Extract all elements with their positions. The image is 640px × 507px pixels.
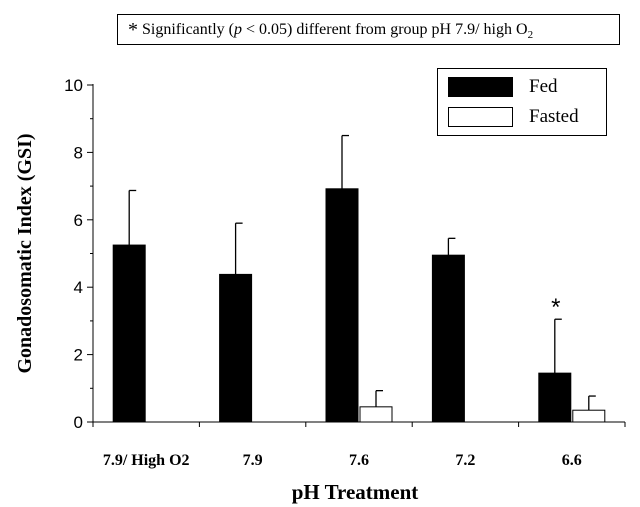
y-tick-label: 8 — [74, 143, 83, 162]
note-p-symbol: p — [233, 21, 242, 38]
note-text-threshold: < 0.05) different from group pH 7.9/ hig… — [241, 21, 528, 38]
legend-swatch-fasted — [448, 107, 513, 127]
bar-fasted — [572, 409, 606, 423]
x-tick-label: 6.6 — [562, 452, 582, 469]
x-tick-label: 7.6 — [349, 452, 369, 469]
y-tick-label: 6 — [74, 211, 83, 230]
legend-label-fasted: Fasted — [529, 106, 579, 127]
note-text-prefix: Significantly ( — [142, 21, 234, 38]
y-tick-label: 10 — [64, 76, 83, 95]
y-axis-title: Gonadosomatic Index (GSI) — [14, 133, 36, 373]
note-subscript: 2 — [527, 29, 534, 42]
bar-fed — [325, 188, 359, 423]
bar-fed — [431, 254, 465, 423]
bar-fed — [112, 244, 146, 423]
significance-note: * Significantly (p < 0.05) different from… — [117, 14, 620, 45]
bar-fed — [538, 372, 572, 423]
legend-swatch-fed — [448, 77, 513, 97]
legend-label-fed: Fed — [529, 76, 558, 97]
bar-fed — [219, 273, 253, 423]
x-tick-label: 7.9 — [243, 452, 263, 469]
note-asterisk: * — [128, 19, 138, 41]
y-tick-label: 4 — [74, 278, 83, 297]
x-tick-label: 7.9/ High O2 — [103, 452, 190, 469]
y-tick-label: 2 — [74, 346, 83, 365]
bar-fasted — [359, 406, 393, 423]
x-tick-label: 7.2 — [455, 452, 475, 469]
significance-marker: * — [551, 294, 560, 321]
y-tick-label: 0 — [74, 413, 83, 432]
x-axis-title: pH Treatment — [292, 480, 419, 504]
legend: Fed Fasted — [437, 68, 607, 136]
